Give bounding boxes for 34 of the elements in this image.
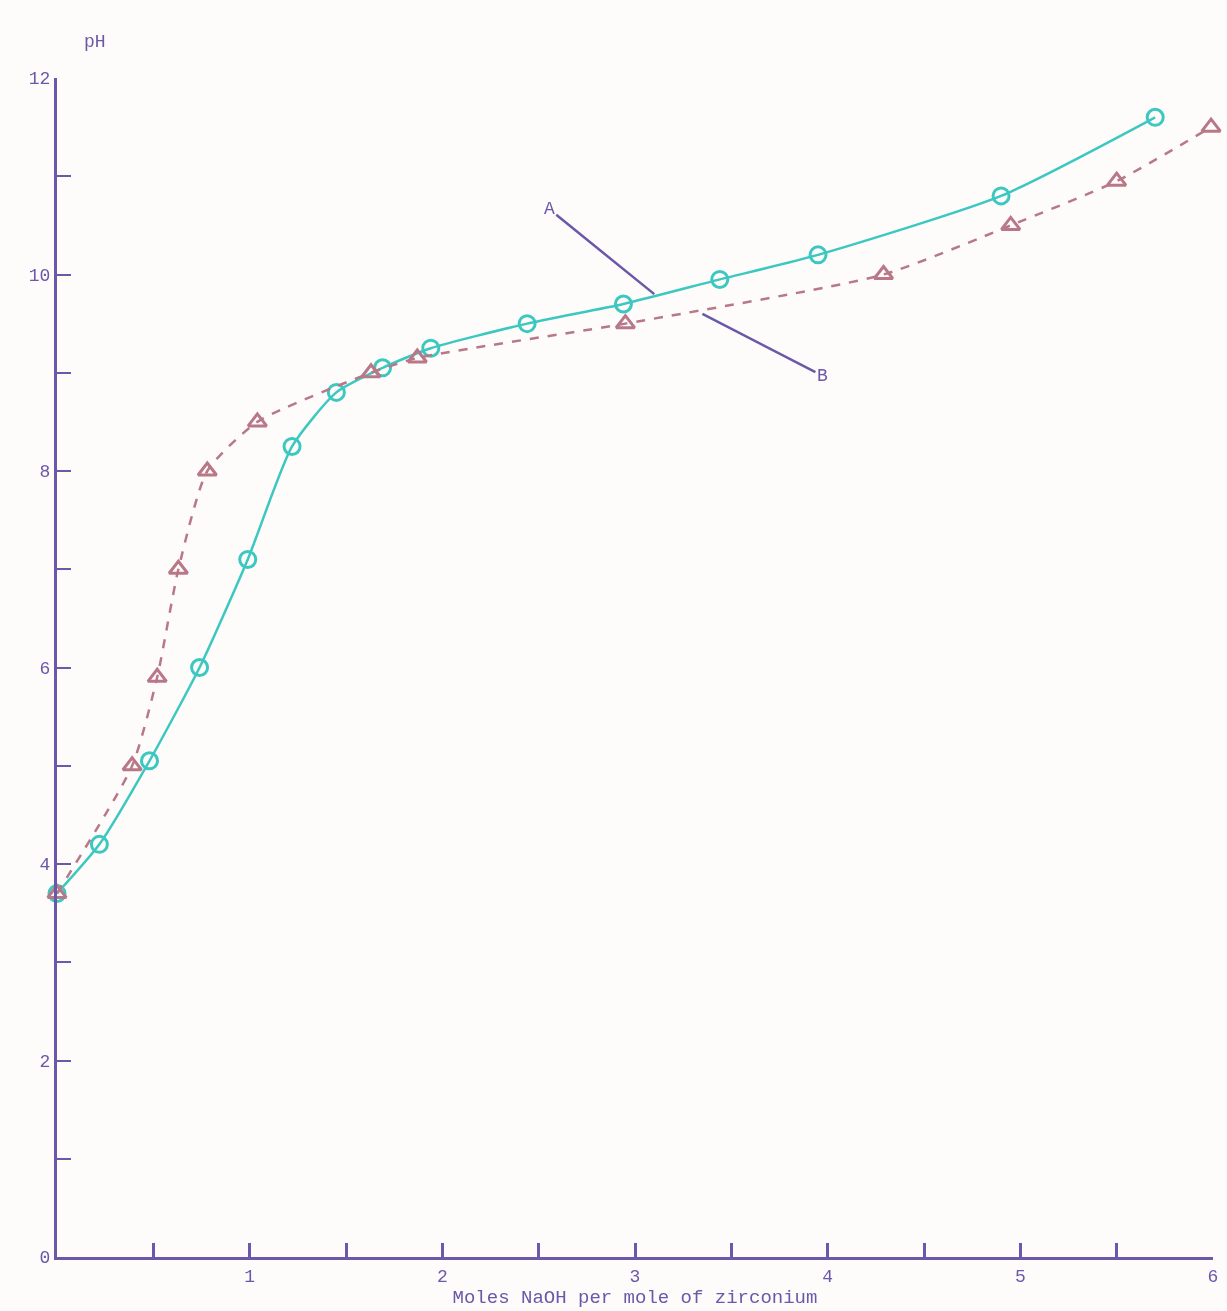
x-tick-label: 4 <box>822 1266 834 1287</box>
point <box>146 667 168 683</box>
y-tick-label: 6 <box>39 658 51 679</box>
point <box>89 834 109 854</box>
x-tick-label: 5 <box>1014 1266 1026 1287</box>
y-tick-label: 2 <box>39 1051 51 1072</box>
point <box>282 436 302 456</box>
y-tick-label: 12 <box>28 69 51 90</box>
point <box>613 294 633 314</box>
y-axis-title: pH <box>84 32 106 52</box>
point <box>421 338 441 358</box>
y-tick-label: 8 <box>39 462 51 483</box>
x-tick-label: 6 <box>1207 1266 1219 1287</box>
point <box>139 751 159 771</box>
point <box>710 269 730 289</box>
point <box>238 549 258 569</box>
x-axis-title: Moles NaOH per mole of zirconium <box>452 1286 818 1309</box>
annotation: A <box>544 199 555 219</box>
x-tick-label: 3 <box>629 1266 641 1287</box>
x-tick-label: 1 <box>244 1266 256 1287</box>
point <box>190 658 210 677</box>
y-tick-label: 4 <box>39 855 51 876</box>
annotation: B <box>817 366 828 386</box>
x-tick-label: 2 <box>436 1266 448 1287</box>
point <box>517 314 537 334</box>
point <box>121 756 143 772</box>
y-tick-label: 0 <box>39 1248 51 1269</box>
point <box>46 883 68 899</box>
point <box>1200 117 1222 133</box>
point <box>360 363 382 379</box>
point <box>808 245 828 265</box>
y-tick-label: 10 <box>28 265 51 286</box>
point <box>991 186 1011 206</box>
point <box>1145 107 1165 127</box>
